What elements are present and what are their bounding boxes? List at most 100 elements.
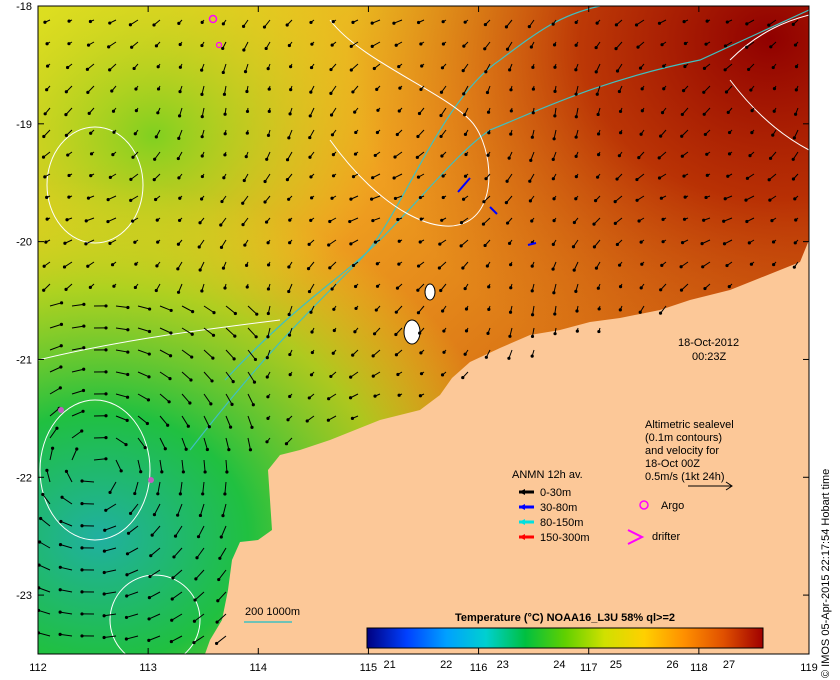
velocity-arrow-head [723, 44, 728, 48]
velocity-arrow-head [596, 286, 600, 290]
velocity-arrow-head [288, 373, 292, 377]
sea-level-contours [38, 14, 809, 654]
velocity-arrow-head [330, 196, 334, 200]
velocity-arrow-head [349, 197, 353, 201]
velocity-arrow-head [133, 491, 137, 496]
velocity-arrow-head [67, 173, 71, 178]
velocity-arrow-head [153, 157, 157, 161]
velocity-arrow [49, 366, 62, 373]
velocity-arrow-head [464, 307, 469, 311]
velocity-arrow-head [45, 88, 49, 92]
velocity-arrow-head [166, 423, 170, 427]
velocity-arrow-head [190, 355, 194, 359]
velocity-arrow-head [230, 402, 234, 406]
velocity-arrow-head [177, 114, 182, 118]
velocity-arrow-head [637, 219, 641, 223]
velocity-arrow-head [223, 153, 227, 157]
velocity-arrow-head [245, 109, 250, 114]
velocity-arrow-head [253, 357, 258, 362]
velocity-arrow-head [597, 329, 601, 334]
velocity-arrow-head [88, 19, 93, 24]
velocity-arrow-head [177, 218, 182, 223]
velocity-arrow-head [129, 198, 133, 202]
velocity-arrow-head [464, 152, 468, 157]
velocity-arrow [49, 407, 60, 417]
velocity-arrow-head [508, 334, 512, 338]
velocity-arrow-head [265, 375, 269, 379]
velocity-arrow-head [287, 136, 291, 140]
velocity-arrow-head [461, 375, 465, 380]
velocity-arrow-head [374, 308, 378, 312]
velocity-arrow-head [463, 174, 468, 178]
velocity-arrow-head [530, 334, 535, 339]
velocity-arrow-head [38, 563, 41, 567]
y-axis: -18 -19 -20 -21 -22 -23 [16, 1, 809, 602]
land-mass [205, 240, 809, 654]
velocity-arrow-head [354, 306, 358, 311]
velocity-arrow-head [188, 401, 192, 405]
velocity-arrow-head [331, 351, 335, 355]
velocity-arrow-head [221, 22, 225, 26]
velocity-arrow-head [214, 641, 219, 646]
velocity-arrow-head [329, 91, 333, 95]
velocity-arrow-head [111, 153, 115, 157]
velocity-arrow-head [744, 198, 748, 202]
velocity-arrow-head [219, 223, 223, 227]
velocity-arrow-head [55, 426, 59, 430]
velocity-arrow-head [189, 378, 193, 382]
velocity-arrow-head [396, 372, 400, 377]
velocity-arrow-head [38, 631, 41, 635]
velocity-arrow-head [727, 130, 732, 135]
velocity-arrow [225, 415, 232, 428]
velocity-arrow [66, 471, 73, 483]
velocity-arrow-head [640, 109, 644, 113]
velocity-arrow [181, 349, 193, 358]
velocity-arrow-head [463, 113, 467, 117]
y-tick-label: -20 [16, 237, 32, 249]
velocity-arrow-head [509, 263, 513, 267]
velocity-arrow-head [639, 132, 643, 136]
velocity-arrow-head [419, 217, 423, 221]
velocity-arrow-head [375, 130, 380, 135]
velocity-arrow-head [148, 307, 152, 311]
velocity-arrow-head [594, 266, 599, 270]
velocity-arrow-head [186, 424, 190, 428]
velocity-arrow-head [198, 268, 202, 272]
velocity-arrow-head [104, 370, 108, 374]
velocity-arrow-head [722, 219, 726, 223]
velocity-arrow-head [482, 200, 486, 204]
velocity-arrow-head [147, 375, 151, 379]
velocity-arrow-head [219, 535, 223, 539]
velocity-arrow [171, 613, 183, 621]
velocity-arrow [40, 518, 51, 527]
velocity-arrow-head [552, 197, 556, 201]
velocity-arrow-head [507, 241, 512, 246]
velocity-arrow-head [484, 70, 488, 74]
velocity-arrow-head [60, 495, 64, 499]
velocity-arrow-head [768, 198, 772, 202]
velocity-arrow-head [58, 386, 62, 390]
velocity-arrow-head [771, 240, 776, 244]
velocity-arrow-head [397, 109, 401, 113]
velocity-arrow-head [463, 352, 467, 356]
velocity-arrow-head [310, 196, 314, 200]
velocity-arrow-head [42, 264, 46, 268]
velocity-arrow-head [415, 155, 419, 159]
velocity-arrow [148, 613, 161, 620]
velocity-arrow [225, 371, 234, 382]
velocity-arrow-head [193, 598, 197, 602]
velocity-arrow [196, 547, 205, 559]
velocity-arrow-head [724, 90, 729, 94]
velocity-arrow-head [172, 555, 176, 559]
velocity-arrow [203, 305, 215, 314]
velocity-arrow-head [178, 89, 182, 94]
legend-swatch-head [519, 519, 525, 525]
velocity-arrow-head [793, 112, 798, 116]
velocity-arrow-head [45, 64, 50, 68]
velocity-arrow [203, 371, 213, 382]
legend-swatch-head [519, 504, 525, 510]
isobath-200m [224, 9, 809, 381]
velocity-arrow-head [309, 373, 314, 377]
velocity-arrow-head [67, 195, 71, 199]
velocity-arrow-head [505, 179, 509, 183]
